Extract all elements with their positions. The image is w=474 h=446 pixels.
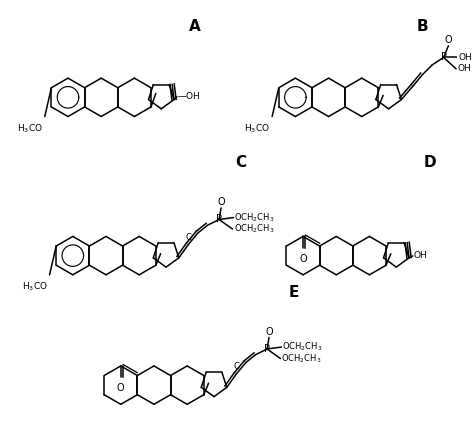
Text: B: B: [416, 19, 428, 34]
Text: C: C: [234, 362, 239, 371]
Text: O: O: [217, 197, 225, 207]
Text: P: P: [441, 52, 447, 62]
Text: OCH$_2$CH$_3$: OCH$_2$CH$_3$: [234, 223, 274, 235]
Text: —OH: —OH: [178, 92, 201, 101]
Text: OCH$_2$CH$_3$: OCH$_2$CH$_3$: [282, 352, 322, 365]
Text: OCH$_2$CH$_3$: OCH$_2$CH$_3$: [235, 211, 275, 224]
Text: H$_3$CO: H$_3$CO: [17, 122, 43, 135]
Text: OH: OH: [457, 64, 471, 73]
Text: O: O: [299, 254, 307, 264]
Text: D: D: [423, 155, 436, 170]
Text: OCH$_2$CH$_3$: OCH$_2$CH$_3$: [283, 341, 323, 353]
Text: OH: OH: [414, 252, 428, 260]
Text: A: A: [189, 19, 201, 34]
Text: O: O: [445, 35, 452, 45]
Text: O: O: [265, 327, 273, 337]
Text: O: O: [117, 383, 125, 393]
Text: H$_3$CO: H$_3$CO: [22, 281, 48, 293]
Text: P: P: [216, 215, 222, 224]
Text: H$_3$CO: H$_3$CO: [244, 122, 270, 135]
Text: OH: OH: [459, 53, 473, 62]
Text: C: C: [235, 155, 246, 170]
Text: P: P: [264, 344, 270, 354]
Text: C: C: [185, 232, 191, 242]
Text: E: E: [288, 285, 299, 300]
